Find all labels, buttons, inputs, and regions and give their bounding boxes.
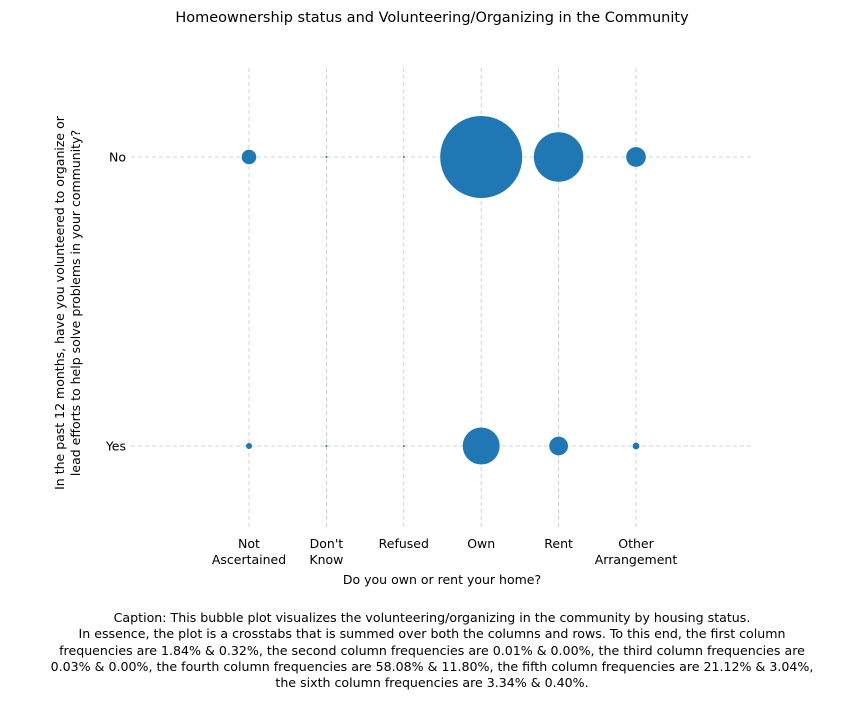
x-tick-label: Don't Know [309,536,343,567]
bubble-yes-3 [462,427,500,465]
x-tick-line: Know [309,552,343,567]
chart-title: Homeownership status and Volunteering/Or… [175,10,689,26]
x-tick-line: Arrangement [595,552,678,567]
bubble-yes-0 [245,442,253,450]
y-axis-label-text: In the past 12 months, have you voluntee… [52,115,83,490]
bubble-no-5 [626,147,646,167]
y-tick-label: No [109,150,126,165]
y-axis-label: In the past 12 months, have you voluntee… [52,115,83,490]
x-tick-line: Ascertained [212,552,286,567]
x-tick-label: Refused [379,536,429,551]
bubble-no-4 [533,132,584,182]
y-axis-label-line: In the past 12 months, have you voluntee… [52,115,67,490]
x-tick-label: Other Arrangement [595,536,678,567]
x-tick-line: Not [238,536,260,551]
x-tick-label: Own [467,536,495,551]
bubble-chart: Homeownership status and Volunteering/Or… [52,10,752,587]
bubbles [241,116,646,465]
y-axis-label-line: lead efforts to help solve problems in y… [68,130,83,476]
x-tick-line: Rent [544,536,573,551]
bubble-no-0 [241,149,257,165]
x-tick-label: Rent [544,536,573,551]
bubble-no-3 [440,116,523,198]
bubble-no-2 [402,156,405,158]
x-tick-label: Not Ascertained [212,536,286,567]
x-axis-label: Do you own or rent your home? [343,572,541,587]
grid-lines [131,68,752,530]
x-tick-labels: Not Ascertained Don't Know Refused Own Rent Oth… [212,536,678,567]
caption: Caption: This bubble plot visualizes the… [50,610,814,691]
bubble-yes-1 [325,445,328,447]
bubble-yes-5 [632,442,640,450]
bubble-yes-4 [549,436,568,456]
y-tick-label: Yes [105,439,126,454]
bubble-no-1 [325,156,328,158]
x-tick-line: Don't [310,536,344,551]
y-tick-labels: Yes No [105,150,126,454]
bubble-yes-2 [402,445,405,447]
x-tick-line: Refused [379,536,429,551]
x-tick-line: Own [467,536,495,551]
x-tick-line: Other [618,536,654,551]
